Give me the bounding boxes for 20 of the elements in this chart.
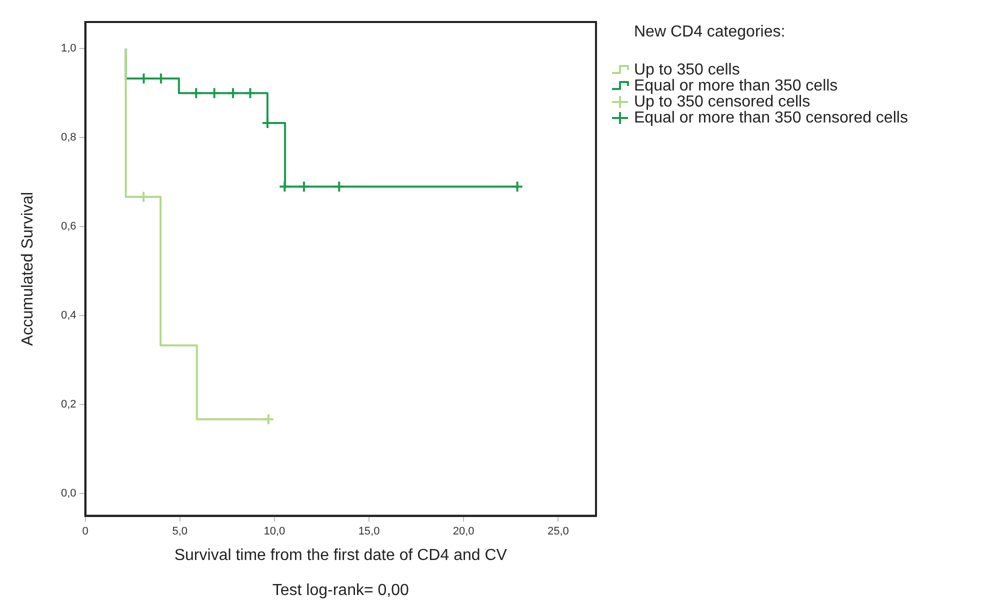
- x-tick-label: 25,0: [547, 525, 569, 538]
- x-tick-label: 10,0: [264, 525, 286, 538]
- legend-label: Equal or more than 350 censored cells: [634, 109, 908, 126]
- y-tick-label: 0,6: [60, 220, 76, 233]
- x-tick-label: 20,0: [452, 525, 474, 538]
- x-tick-label: 0: [82, 525, 88, 538]
- y-tick-label: 1,0: [60, 42, 76, 55]
- x-axis-title: Survival time from the first date of CD4 and CV: [174, 547, 508, 564]
- y-tick-label: 0,2: [60, 398, 76, 411]
- legend-label: Equal or more than 350 cells: [634, 77, 838, 94]
- y-tick-label: 0,0: [60, 488, 76, 500]
- text: Test log-rank= 0,00: [272, 582, 410, 600]
- y-axis-title: Accumulated Survival: [19, 192, 36, 346]
- legend-label: Up to 350 cells: [634, 61, 740, 78]
- legend-title: New CD4 categories:: [634, 23, 786, 40]
- x-tick-label: 5,0: [172, 525, 188, 538]
- legend-label: Up to 350 censored cells: [634, 93, 810, 110]
- y-tick-label: 0,4: [60, 310, 76, 322]
- x-tick-label: 15,0: [358, 525, 380, 538]
- y-tick-label: 0,8: [60, 132, 76, 144]
